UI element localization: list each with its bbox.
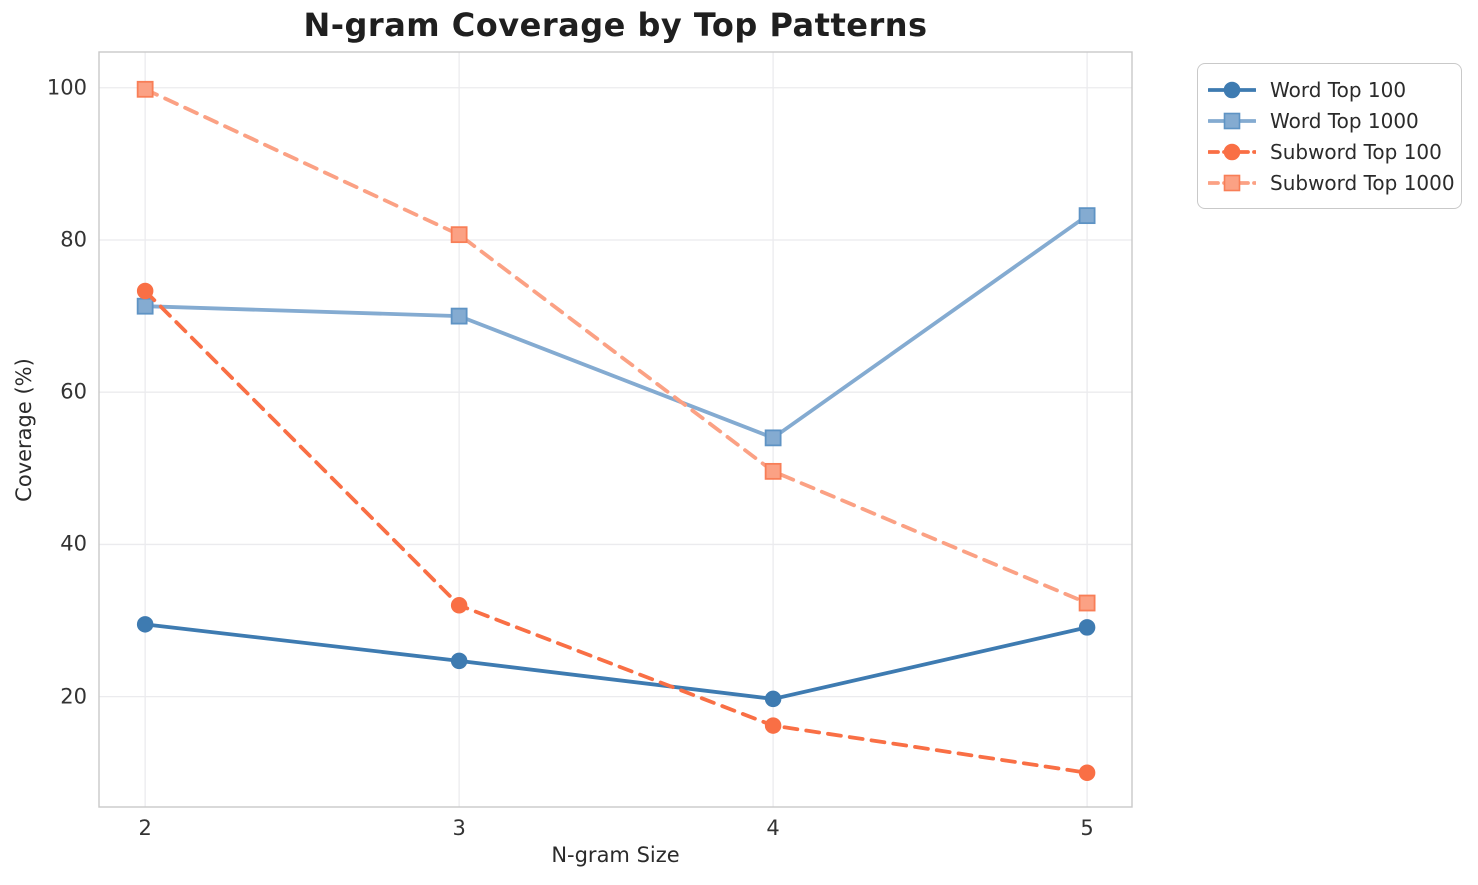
y-tick-label-100: 100: [46, 75, 87, 100]
marker-subword-top-1000-x5: [1078, 594, 1096, 612]
y-axis-label: Coverage (%): [12, 358, 36, 502]
x-axis-label: N-gram Size: [551, 843, 680, 867]
marker-word-top-1000-x2: [136, 297, 154, 315]
legend-row-subword-top-100: Subword Top 100: [1208, 136, 1449, 167]
marker-word-top-1000-x4: [764, 429, 782, 447]
chart-title: N-gram Coverage by Top Patterns: [303, 6, 928, 44]
legend: Word Top 100 Word Top 1000 Subword Top 100…: [1197, 63, 1462, 209]
legend-label-subword-top-100: Subword Top 100: [1270, 139, 1442, 164]
legend-label-subword-top-1000: Subword Top 1000: [1270, 170, 1455, 195]
series-line-word-top-1000: [143, 213, 1090, 441]
marker-subword-top-100-x4: [764, 717, 782, 734]
legend-swatch-word-top-1000: [1208, 112, 1256, 129]
marker-word-top-100-x5: [1078, 619, 1096, 636]
square-marker-icon: [1223, 174, 1241, 191]
marker-subword-top-1000-x2: [136, 80, 154, 98]
y-tick-label-80: 80: [60, 227, 87, 252]
y-tick-label-40: 40: [60, 531, 87, 556]
legend-swatch-subword-top-1000: [1208, 174, 1256, 191]
x-tick-label-3: 3: [452, 816, 466, 840]
x-tick-label-4: 4: [766, 816, 780, 840]
axes-spines: [98, 51, 1133, 808]
legend-row-word-top-1000: Word Top 1000: [1208, 105, 1449, 136]
legend-label-word-top-1000: Word Top 1000: [1270, 108, 1419, 133]
marker-subword-top-100-x2: [136, 282, 154, 300]
circle-marker-icon: [1223, 81, 1241, 98]
marker-word-top-100-x4: [764, 690, 782, 708]
series-line-subword-top-100: [143, 289, 1090, 775]
legend-swatch-subword-top-100: [1208, 143, 1256, 160]
marker-word-top-100-x2: [136, 616, 154, 633]
square-marker-icon: [1223, 112, 1241, 129]
series-line-subword-top-1000: [143, 87, 1090, 605]
marker-subword-top-1000-x3: [450, 226, 468, 244]
marker-subword-top-1000-x4: [764, 462, 782, 480]
y-tick-label-60: 60: [60, 379, 87, 404]
x-tick-label-2: 2: [138, 816, 152, 840]
legend-row-word-top-100: Word Top 100: [1208, 74, 1449, 105]
legend-row-subword-top-1000: Subword Top 1000: [1208, 167, 1455, 198]
legend-label-word-top-100: Word Top 100: [1270, 77, 1407, 102]
legend-swatch-word-top-100: [1208, 81, 1256, 98]
marker-subword-top-100-x3: [450, 597, 468, 614]
y-tick-label-20: 20: [60, 684, 87, 709]
x-tick-label-5: 5: [1080, 816, 1094, 840]
circle-marker-icon: [1223, 143, 1241, 160]
plot-area: [99, 52, 1132, 807]
marker-word-top-1000-x3: [450, 307, 468, 325]
marker-word-top-1000-x5: [1078, 207, 1096, 225]
series-line-word-top-100: [143, 622, 1090, 701]
marker-subword-top-100-x5: [1078, 764, 1096, 782]
marker-word-top-100-x3: [450, 652, 468, 670]
